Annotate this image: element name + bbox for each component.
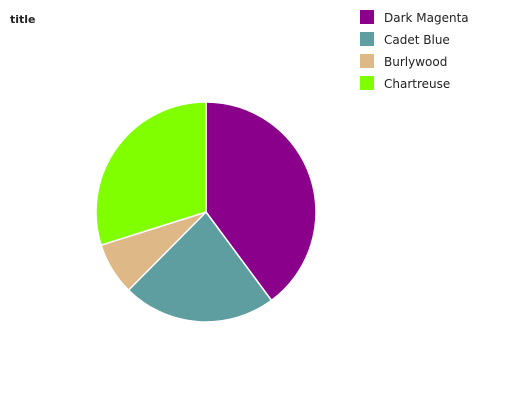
legend-swatch-dark-magenta xyxy=(360,10,374,24)
chart-title: title xyxy=(10,13,36,26)
legend-swatch-burlywood xyxy=(360,54,374,68)
legend-label-burlywood: Burlywood xyxy=(384,55,447,69)
pie-slice-cadet-blue xyxy=(127,210,273,323)
legend-swatch-cadet-blue xyxy=(360,32,374,46)
legend: Dark Magenta Cadet Blue Burlywood Chartreus… xyxy=(360,10,469,91)
legend-label-dark-magenta: Dark Magenta xyxy=(384,11,469,25)
pie-slice-chartreuse xyxy=(95,101,207,247)
pie-slices xyxy=(95,101,317,323)
pie-slice-dark-magenta xyxy=(205,101,317,302)
legend-swatch-chartreuse xyxy=(360,76,374,90)
legend-label-cadet-blue: Cadet Blue xyxy=(384,33,450,47)
legend-label-chartreuse: Chartreuse xyxy=(384,77,450,91)
